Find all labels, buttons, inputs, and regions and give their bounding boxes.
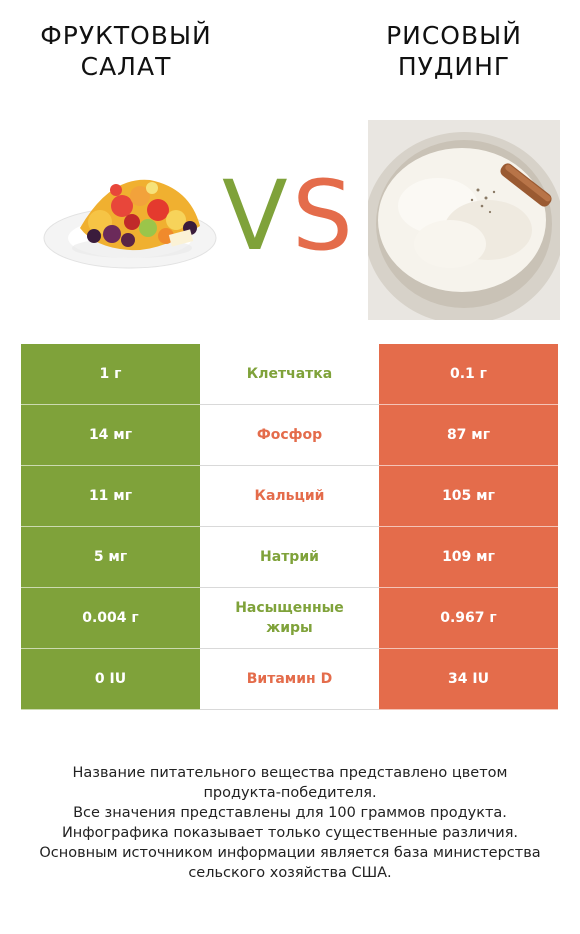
nutrient-name: Клетчатка <box>200 344 379 404</box>
left-value: 1 г <box>21 344 200 405</box>
left-value: 0 IU <box>21 649 200 710</box>
footnote: Название питательного вещества представл… <box>20 763 560 883</box>
nutrient-name: Кальций <box>200 466 379 526</box>
footnote-line: Основным источником информации является … <box>39 845 541 861</box>
right-value: 0.1 г <box>379 344 558 405</box>
right-product-title: РИСОВЫЙ ПУДИНГ <box>344 20 564 82</box>
footnote-line: Все значения представлены для 100 граммо… <box>73 805 507 821</box>
left-product-title-line2: САЛАТ <box>80 52 172 81</box>
fruit-salad-image <box>43 179 217 269</box>
table-row: 14 мг Фосфор 87 мг <box>21 405 558 466</box>
left-product-title: ФРУКТОВЫЙ САЛАТ <box>16 20 236 82</box>
left-value: 11 мг <box>21 466 200 527</box>
table-row: 5 мг Натрий 109 мг <box>21 527 558 588</box>
right-value: 105 мг <box>379 466 558 527</box>
right-product-title-line2: ПУДИНГ <box>397 52 511 81</box>
table-row: 1 г Клетчатка 0.1 г <box>21 344 558 405</box>
vs-letter-s: S <box>292 160 353 272</box>
left-product-title-line1: ФРУКТОВЫЙ <box>40 21 212 50</box>
right-product-title-line1: РИСОВЫЙ <box>386 21 522 50</box>
rice-pudding-image <box>368 120 560 320</box>
left-value: 0.004 г <box>21 588 200 649</box>
nutrient-name: Фосфор <box>200 405 379 465</box>
right-value: 0.967 г <box>379 588 558 649</box>
footnote-line: сельского хозяйства США. <box>188 865 392 881</box>
right-value: 87 мг <box>379 405 558 466</box>
table-row: 0.004 г Насыщенные жиры 0.967 г <box>21 588 558 649</box>
footnote-line: продукта-победителя. <box>203 785 377 801</box>
nutrient-name: Витамин D <box>200 649 379 709</box>
comparison-table: 1 г Клетчатка 0.1 г 14 мг Фосфор 87 мг 1… <box>21 344 558 710</box>
table-row: 11 мг Кальций 105 мг <box>21 466 558 527</box>
vs-letter-v: V <box>222 160 288 272</box>
left-value: 14 мг <box>21 405 200 466</box>
vs-label: V S <box>220 166 360 266</box>
left-value: 5 мг <box>21 527 200 588</box>
right-value: 109 мг <box>379 527 558 588</box>
table-row: 0 IU Витамин D 34 IU <box>21 649 558 710</box>
right-value: 34 IU <box>379 649 558 710</box>
footnote-line: Инфографика показывает только существенн… <box>61 825 519 841</box>
nutrient-name: Натрий <box>200 527 379 587</box>
nutrient-name: Насыщенные жиры <box>200 588 379 648</box>
footnote-line: Название питательного вещества представл… <box>72 765 508 781</box>
